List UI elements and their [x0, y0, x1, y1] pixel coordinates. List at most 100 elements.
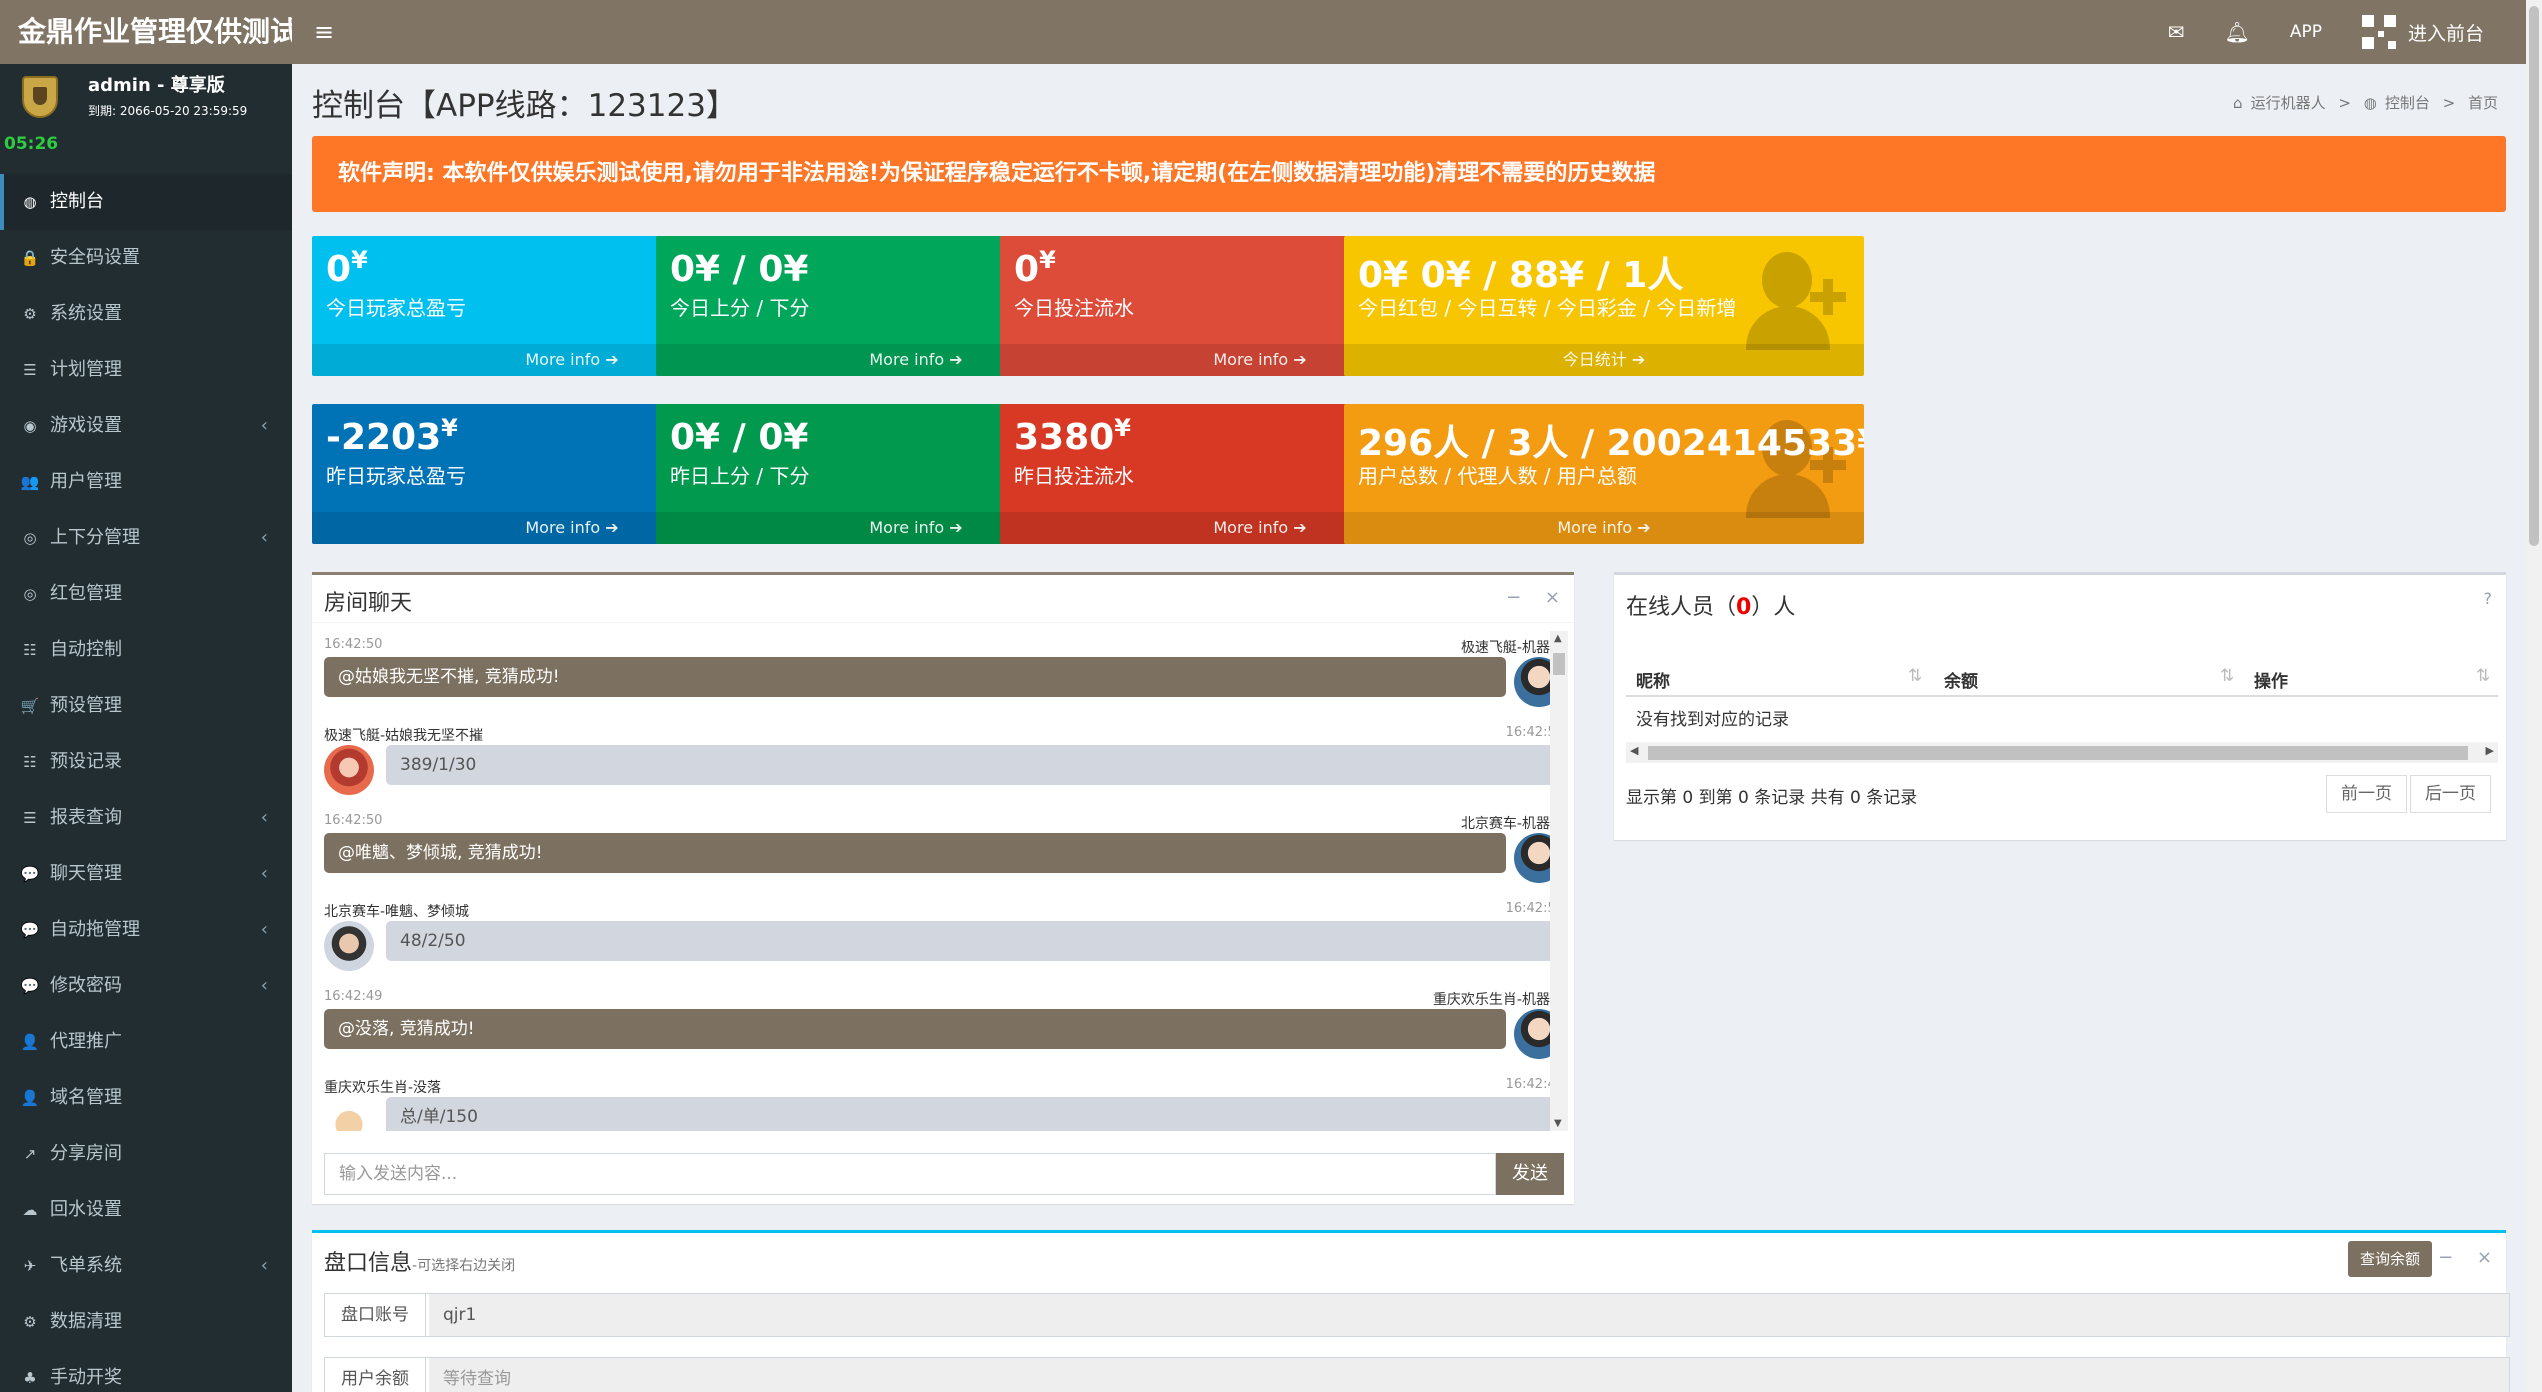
- more-info-link[interactable]: More info ➔: [1344, 512, 1864, 544]
- sidebar-item[interactable]: ⚙ 数据清理: [0, 1294, 292, 1350]
- stat-value: 0¥ / 0¥: [670, 249, 809, 290]
- question-circle-icon[interactable]: ?: [2483, 589, 2493, 608]
- chat-message: 16:42:50 北京赛车-唯魑、梦倾城 48/2/50: [324, 895, 1564, 983]
- chat-panel: 房间聊天 − × 16:42:50 极速飞艇-机器人 @姑娘我无坚不摧, 竞猜成功!…: [312, 572, 1574, 1204]
- messages-button[interactable]: ✉: [2148, 0, 2205, 64]
- table-hscrollbar[interactable]: ◀ ▶: [1626, 743, 2498, 763]
- minimize-icon[interactable]: −: [2438, 1247, 2454, 1268]
- hscroll-thumb[interactable]: [1648, 746, 2468, 760]
- sidebar-item[interactable]: ↗ 分享房间: [0, 1126, 292, 1182]
- stat-value: 0¥ / 0¥: [670, 417, 809, 458]
- sort-icon[interactable]: ⇅: [2220, 666, 2235, 686]
- sort-icon[interactable]: ⇅: [1908, 666, 1923, 686]
- sidebar-item[interactable]: ☁ 回水设置: [0, 1182, 292, 1238]
- page-scrollbar[interactable]: [2526, 0, 2542, 1392]
- stat-label: 用户总数 / 代理人数 / 用户总额: [1358, 464, 1637, 488]
- menu-icon: 👤: [20, 1089, 40, 1107]
- sidebar-item[interactable]: ☷ 预设记录: [0, 734, 292, 790]
- user-expire: 到期: 2066-05-20 23:59:59: [88, 104, 248, 118]
- robot-icon: ⌂: [2233, 94, 2243, 112]
- chat-header: 房间聊天 − ×: [312, 575, 1574, 623]
- scroll-down-icon[interactable]: ▼: [1554, 1118, 1562, 1129]
- menu-icon: ◉: [23, 417, 37, 435]
- chat-input[interactable]: 输入发送内容...: [324, 1153, 1496, 1195]
- sidebar-item-label: 修改密码: [50, 975, 122, 996]
- sidebar-item[interactable]: ☷ 自动控制: [0, 622, 292, 678]
- message-time: 16:42:49: [324, 989, 383, 1004]
- stat-box: 296人 / 3人 / 2002414533¥ 用户总数 / 代理人数 / 用户总…: [1344, 404, 1864, 544]
- sidebar-item[interactable]: ⚙ 系统设置: [0, 286, 292, 342]
- sort-icon[interactable]: ⇅: [2476, 666, 2491, 686]
- sidebar-item[interactable]: 🛒 预设管理: [0, 678, 292, 734]
- sidebar-item[interactable]: 👤 域名管理: [0, 1070, 292, 1126]
- menu-icon: ☷: [23, 641, 37, 659]
- send-button[interactable]: 发送: [1496, 1153, 1564, 1195]
- message-sender: 重庆欢乐生肖-机器人: [1432, 992, 1564, 1008]
- avatar: [324, 1097, 374, 1131]
- pankou-account-group: 盘口账号 qjr1: [324, 1293, 2510, 1337]
- sidebar-item[interactable]: 👤 代理推广: [0, 1014, 292, 1070]
- message-time: 16:42:50: [324, 813, 383, 828]
- sidebar-item[interactable]: 🔒 安全码设置: [0, 230, 292, 286]
- next-page-button[interactable]: 后一页: [2410, 775, 2491, 813]
- breadcrumb-dashboard[interactable]: 控制台: [2384, 94, 2430, 112]
- col-action[interactable]: 操作: [2254, 672, 2288, 692]
- scroll-right-icon[interactable]: ▶: [2485, 744, 2494, 757]
- minimize-icon[interactable]: −: [1506, 587, 1522, 608]
- enter-frontend-button[interactable]: 进入前台: [2342, 0, 2504, 64]
- sidebar-item[interactable]: ✈ 飞单系统 ‹: [0, 1238, 292, 1294]
- sidebar-item[interactable]: ◉ 游戏设置 ‹: [0, 398, 292, 454]
- breadcrumb: ⌂ 运行机器人 > ◍ 控制台 > 首页: [2233, 94, 2498, 112]
- menu-icon: ☰: [23, 361, 37, 379]
- menu-icon: 💬: [20, 865, 40, 883]
- sidebar-item[interactable]: 💬 自动拖管理 ‹: [0, 902, 292, 958]
- app-button[interactable]: APP: [2289, 22, 2322, 42]
- app-logo[interactable]: 金鼎作业管理仅供测试: [18, 15, 292, 48]
- scroll-thumb[interactable]: [1553, 653, 1565, 675]
- message-sender: 北京赛车-唯魑、梦倾城: [324, 904, 470, 920]
- breadcrumb-robot[interactable]: 运行机器人: [2250, 94, 2326, 112]
- hamburger-icon[interactable]: ≡: [313, 18, 335, 46]
- breadcrumb-home[interactable]: 首页: [2467, 94, 2498, 112]
- sidebar-item[interactable]: ◎ 上下分管理 ‹: [0, 510, 292, 566]
- sidebar-item-label: 上下分管理: [50, 527, 140, 548]
- sidebar-item[interactable]: ◎ 红包管理: [0, 566, 292, 622]
- sidebar-item[interactable]: ☰ 计划管理: [0, 342, 292, 398]
- chat-tools: − ×: [1488, 587, 1560, 608]
- chat-messages[interactable]: 16:42:50 极速飞艇-机器人 @姑娘我无坚不摧, 竞猜成功! 16:42:50 极…: [324, 631, 1564, 1131]
- sidebar-item-label: 代理推广: [50, 1031, 122, 1052]
- chevron-left-icon: ‹: [260, 863, 268, 884]
- chat-scrollbar[interactable]: ▲ ▼: [1550, 631, 1568, 1131]
- scroll-left-icon[interactable]: ◀: [1630, 744, 1639, 757]
- sidebar-item[interactable]: 💬 修改密码 ‹: [0, 958, 292, 1014]
- more-info-link[interactable]: 今日统计 ➔: [1344, 344, 1864, 376]
- sidebar-item[interactable]: 👥 用户管理: [0, 454, 292, 510]
- sidebar-item[interactable]: 💬 聊天管理 ‹: [0, 846, 292, 902]
- page-scroll-thumb[interactable]: [2529, 6, 2539, 546]
- sidebar-item[interactable]: ◍ 控制台: [0, 174, 292, 230]
- notifications-button[interactable]: 🔔︎: [2204, 0, 2269, 64]
- menu-icon: ↗: [23, 1145, 37, 1163]
- message-time: 16:42:50: [1505, 901, 1564, 916]
- close-icon[interactable]: ×: [2476, 1247, 2492, 1268]
- col-balance[interactable]: 余额: [1944, 672, 1978, 692]
- message-time: 16:42:50: [324, 637, 383, 652]
- col-nickname[interactable]: 昵称: [1636, 672, 1670, 692]
- prev-page-button[interactable]: 前一页: [2326, 775, 2407, 813]
- sidebar-item[interactable]: ♣ 手动开奖: [0, 1350, 292, 1392]
- pankou-panel: 盘口信息-可选择右边关闭 查询余额 − × 盘口账号 qjr1 用户余额 等待查…: [312, 1230, 2510, 1392]
- sidebar-item[interactable]: ☰ 报表查询 ‹: [0, 790, 292, 846]
- notice-banner: 软件声明: 本软件仅供娱乐测试使用,请勿用于非法用途!为保证程序稳定运行不卡顿,…: [312, 136, 2506, 212]
- stat-value: 0¥: [1014, 246, 1056, 290]
- query-balance-button[interactable]: 查询余额: [2347, 1241, 2432, 1277]
- scroll-up-icon[interactable]: ▲: [1554, 633, 1562, 644]
- qrcode-icon: [2361, 15, 2396, 49]
- pankou-account-field[interactable]: qjr1: [429, 1294, 2509, 1336]
- close-icon[interactable]: ×: [1544, 587, 1560, 608]
- stat-value: -2203¥: [326, 414, 458, 458]
- stat-value: 0¥: [326, 246, 368, 290]
- menu-icon: ☰: [23, 809, 37, 827]
- user-plus-icon: [1746, 418, 1846, 518]
- sidebar-item-label: 用户管理: [50, 471, 122, 492]
- user-balance-field[interactable]: 等待查询: [429, 1358, 2509, 1392]
